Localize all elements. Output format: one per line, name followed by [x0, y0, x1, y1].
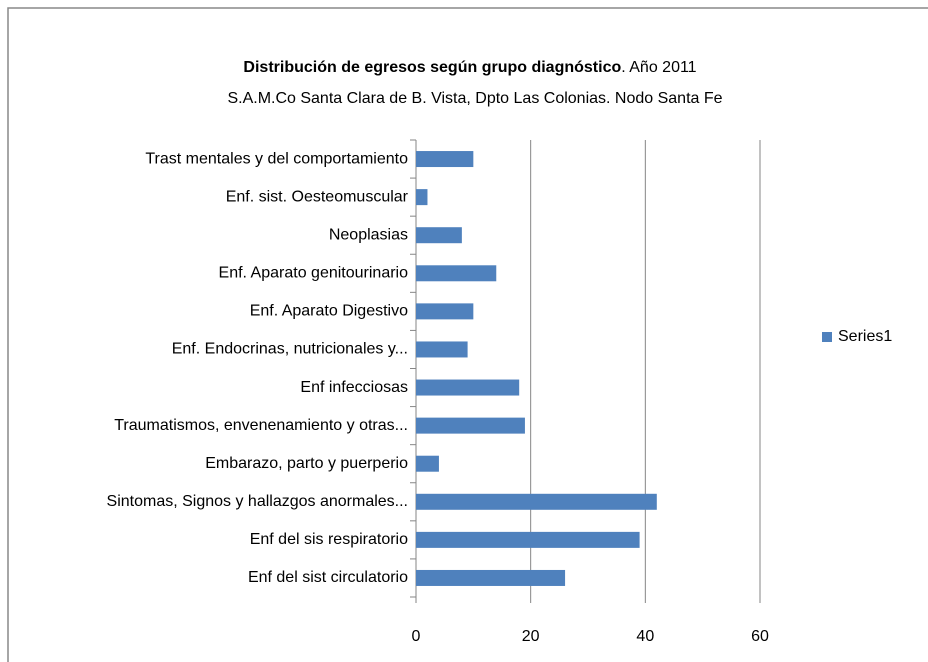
chart-subtitle: S.A.M.Co Santa Clara de B. Vista, Dpto L…: [227, 90, 722, 107]
y-tick-label: Enf infecciosas: [300, 379, 408, 396]
y-tick-label: Enf. Endocrinas, nutricionales y...: [172, 341, 408, 358]
title-main: Distribución de egresos según grupo diag…: [243, 59, 621, 76]
x-tick-label: 20: [522, 628, 540, 645]
bar: [416, 189, 428, 206]
y-tick-label: Enf. sist. Oesteomuscular: [226, 188, 409, 205]
bar: [416, 341, 468, 358]
y-tick-label: Enf del sist circulatorio: [248, 569, 408, 586]
bar: [416, 379, 520, 396]
y-tick-label: Enf. Aparato genitourinario: [219, 265, 409, 282]
y-tick-label: Neoplasias: [329, 226, 408, 243]
title-year: . Año 2011: [621, 59, 696, 76]
y-tick-label: Embarazo, parto y puerperio: [205, 455, 408, 472]
bar: [416, 417, 525, 434]
chart-title: Distribución de egresos según grupo diag…: [243, 59, 696, 76]
bar: [416, 493, 657, 510]
y-tick-label: Enf del sis respiratorio: [250, 531, 408, 548]
bar: [416, 227, 462, 244]
bar: [416, 265, 497, 282]
bar: [416, 151, 474, 168]
y-tick-label: Trast mentales y del comportamiento: [145, 150, 408, 167]
chart-frame: [7, 7, 928, 662]
y-tick-label: Enf. Aparato Digestivo: [250, 303, 408, 320]
y-tick-label: Traumatismos, envenenamiento y otras...: [114, 417, 408, 434]
bar: [416, 569, 566, 586]
x-tick-label: 0: [412, 628, 421, 645]
bar: [416, 455, 439, 472]
bar: [416, 303, 474, 320]
legend-swatch: [822, 332, 832, 342]
legend-label: Series1: [838, 328, 892, 345]
bar: [416, 531, 640, 548]
x-tick-label: 60: [751, 628, 769, 645]
x-tick-label: 40: [636, 628, 654, 645]
y-tick-label: Sintomas, Signos y hallazgos anormales..…: [107, 493, 408, 510]
